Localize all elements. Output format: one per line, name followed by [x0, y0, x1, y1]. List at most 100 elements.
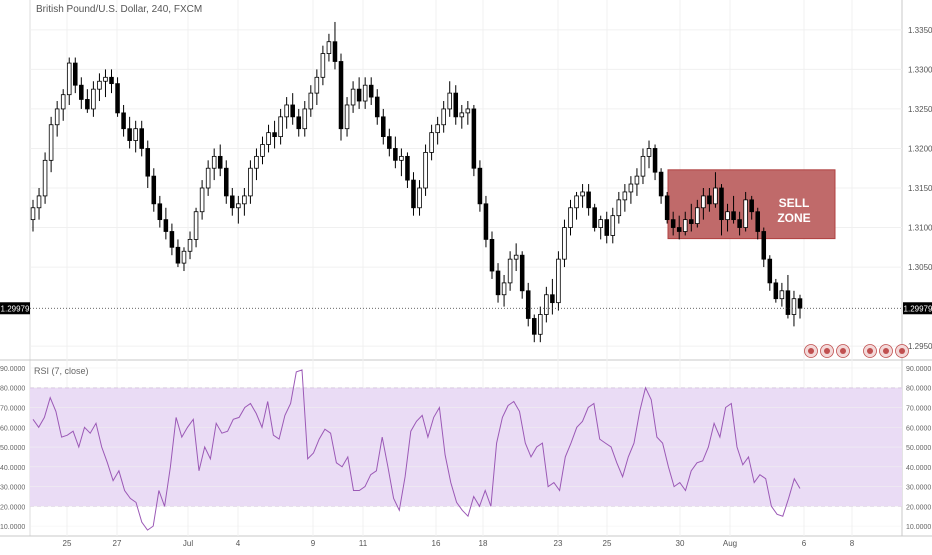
current-price-label-right: 1.29979 — [904, 304, 932, 313]
candle-body — [429, 132, 434, 153]
candle-body — [525, 290, 531, 319]
candle-body — [682, 219, 688, 232]
candle-body — [236, 203, 241, 209]
rsi-tick-label-right: 30.0000 — [906, 485, 931, 492]
candle-body — [115, 83, 120, 114]
candle-body — [326, 41, 332, 54]
event-flag-dot — [840, 348, 846, 354]
candle-body — [103, 76, 108, 82]
candle-body — [205, 167, 211, 189]
candle-body — [628, 183, 634, 193]
current-price-tag-left — [0, 302, 30, 315]
candle-body — [91, 88, 96, 110]
time-tick-label: 23 — [554, 539, 563, 548]
candle-body — [507, 258, 513, 284]
candle-body — [73, 62, 78, 86]
event-flag-icon — [820, 344, 834, 358]
time-tick-label: 27 — [113, 539, 122, 548]
candle-body — [417, 187, 422, 209]
candle-body — [737, 219, 742, 228]
candle-body — [501, 282, 507, 296]
candle-body — [350, 88, 356, 106]
sell-zone-label: SELL — [779, 196, 810, 210]
current-price-tag-right — [903, 302, 932, 315]
candle-body — [616, 199, 622, 217]
time-tick-label: 6 — [802, 539, 807, 548]
candle-body — [368, 84, 374, 98]
candle-body — [42, 159, 48, 197]
candle-body — [574, 195, 579, 209]
candle-body — [248, 167, 253, 197]
rsi-tick-label-left: 30.0000 — [0, 485, 25, 492]
candle-body — [356, 88, 362, 102]
rsi-tick-label-left: 50.0000 — [0, 445, 25, 452]
candle-body — [459, 112, 465, 118]
candle-body — [495, 270, 501, 296]
candle-body — [580, 191, 585, 197]
candle-body — [695, 207, 700, 224]
chart-title: British Pound/U.S. Dollar, 240, FXCM — [36, 4, 203, 15]
candle-body — [483, 203, 489, 240]
candle-body — [30, 207, 36, 221]
rsi-tick-label-left: 80.0000 — [0, 386, 25, 393]
candle-body — [217, 155, 223, 169]
candle-body — [242, 195, 247, 205]
price-tick-label: 1.31000 — [908, 224, 932, 233]
candle-body — [586, 191, 591, 209]
candle-body — [725, 211, 730, 221]
candle-body — [278, 116, 283, 138]
candle-body — [85, 99, 90, 110]
event-flag-icon — [863, 344, 877, 358]
candle-body — [556, 258, 561, 304]
candle-body — [713, 187, 718, 205]
candle-body — [652, 148, 658, 173]
time-tick-label: Jul — [183, 539, 193, 548]
candle-body — [622, 191, 628, 201]
event-flag-icon — [836, 344, 850, 358]
candle-body — [332, 41, 338, 62]
candle-body — [519, 254, 525, 292]
candle-body — [374, 96, 380, 118]
candle-body — [791, 298, 797, 315]
candle-body — [447, 92, 452, 110]
candle-body — [284, 104, 289, 118]
candle-body — [664, 195, 670, 221]
candle-body — [54, 108, 60, 126]
candle-body — [109, 76, 114, 85]
current-price-label-left: 1.29979 — [1, 304, 30, 313]
candle-body — [797, 298, 803, 309]
rsi-tick-label-left: 10.0000 — [0, 524, 25, 531]
candle-body — [254, 155, 259, 169]
rsi-tick-label-right: 10.0000 — [906, 524, 931, 531]
price-tick-label: 1.30500 — [908, 263, 932, 272]
candle-body — [272, 132, 277, 138]
candle-body — [598, 219, 603, 228]
candle-body — [314, 76, 320, 94]
price-tick-label: 1.29500 — [908, 342, 932, 351]
time-tick-label: 18 — [479, 539, 488, 548]
candle-body — [230, 195, 235, 209]
candle-body — [139, 128, 144, 149]
rsi-tick-label-right: 40.0000 — [906, 465, 931, 472]
candle-body — [399, 155, 404, 161]
price-tick-label: 1.31500 — [908, 184, 932, 193]
candle-body — [97, 80, 102, 90]
candle-body — [175, 246, 181, 264]
candle-body — [779, 290, 785, 300]
candle-body — [362, 84, 368, 102]
candle-body — [133, 128, 138, 141]
price-tick-label: 1.33500 — [908, 26, 932, 35]
candle-body — [193, 211, 199, 240]
candle-body — [604, 219, 610, 236]
time-tick-label: 30 — [676, 539, 685, 548]
candle-body — [344, 104, 350, 130]
candle-body — [260, 144, 265, 157]
candle-body — [266, 132, 271, 145]
rsi-tick-label-left: 70.0000 — [0, 405, 25, 412]
rsi-tick-label-right: 20.0000 — [906, 504, 931, 511]
time-tick-label: Aug — [723, 539, 737, 548]
candle-body — [48, 124, 54, 161]
candle-body — [181, 250, 187, 264]
candle-body — [477, 167, 483, 205]
